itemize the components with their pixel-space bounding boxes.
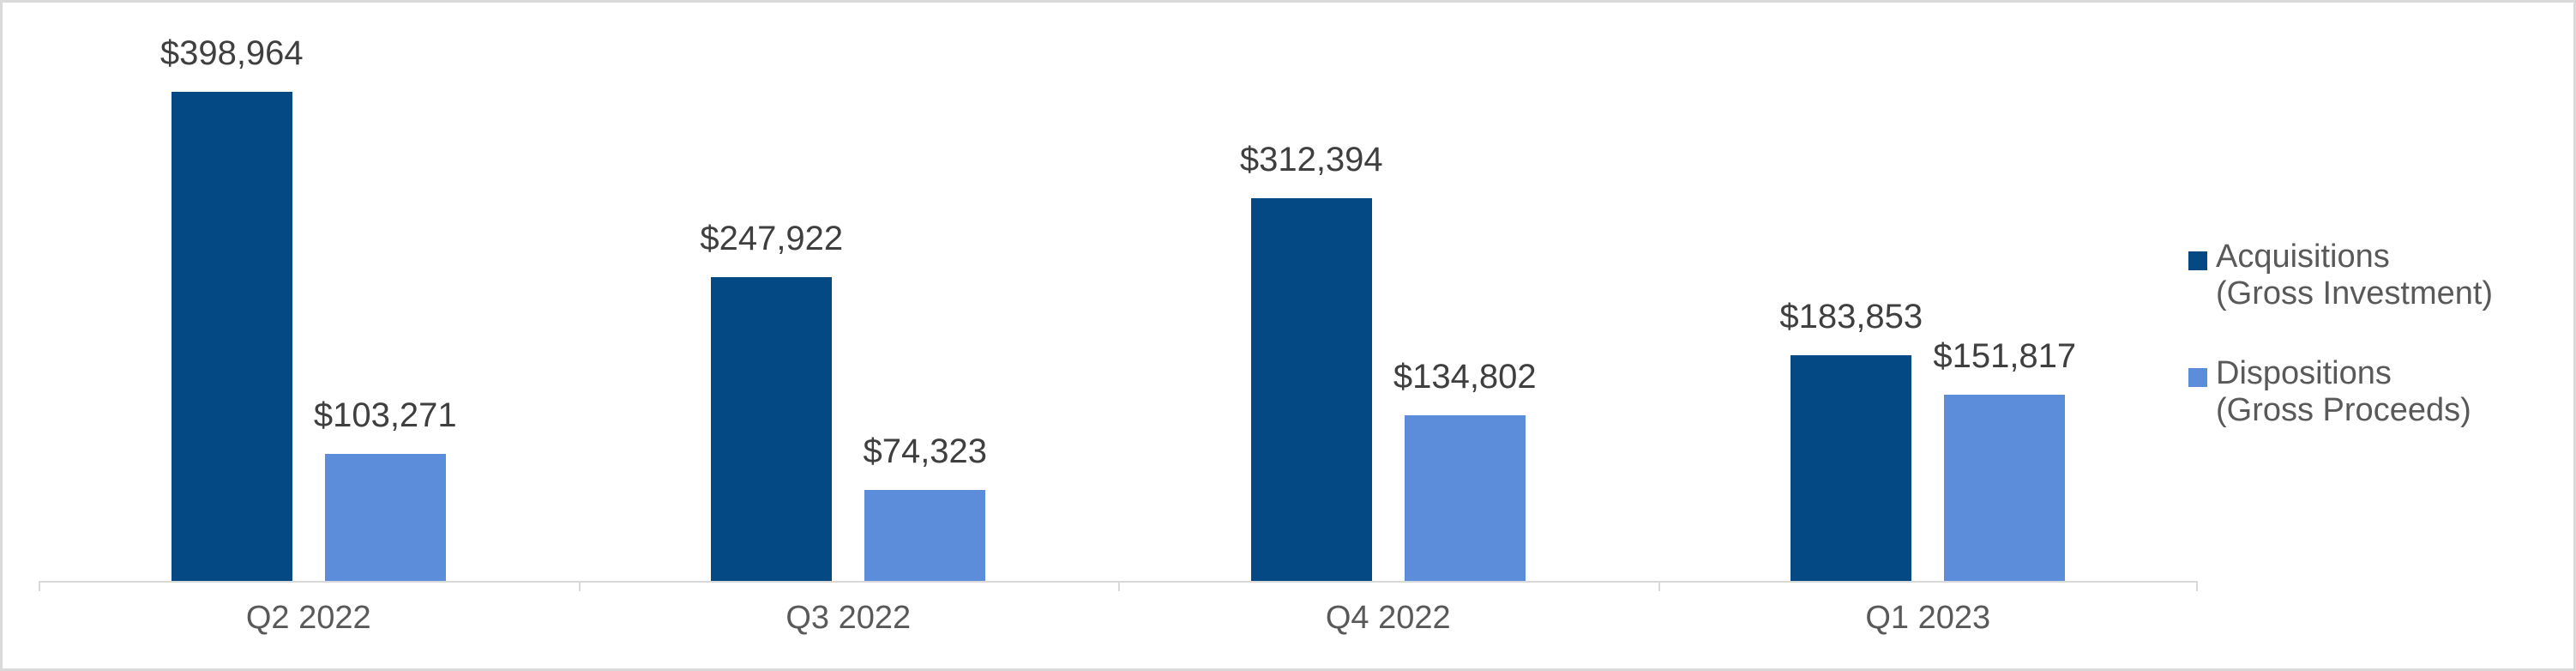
category-group-q1-2023: $183,853 $151,817 [1658,3,2199,581]
legend-label-line1: Acquisitions [2216,239,2390,275]
x-axis-label-q4-2022: Q4 2022 [1325,600,1451,636]
data-label-dispositions-q4-2022: $134,802 [1393,358,1537,396]
legend-label-line1: Dispositions [2216,354,2392,391]
legend-swatch-acquisitions-icon [2188,251,2207,270]
data-label-dispositions-q3-2022: $74,323 [863,432,988,470]
data-label-dispositions-q1-2023: $151,817 [1933,337,2077,375]
x-axis-tick [1118,581,1120,591]
x-axis-label-q3-2022: Q3 2022 [785,600,912,636]
x-axis-tick [1658,581,1660,591]
data-label-acquisitions-q2-2022: $398,964 [159,34,304,72]
bar-acquisitions-q3-2022: $247,922 [700,220,843,581]
data-label-acquisitions-q1-2023: $183,853 [1779,298,1923,336]
category-group-q4-2022: $312,394 $134,802 [1118,3,1658,581]
bar-acquisitions-q4-2022: $312,394 [1240,141,1383,581]
bar-dispositions-q2-2022: $103,271 [314,396,457,581]
legend-label-line2: (Gross Proceeds) [2216,391,2471,428]
legend: Acquisitions (Gross Investment) Disposit… [2188,239,2493,429]
legend-swatch-dispositions-icon [2188,367,2207,387]
x-axis-label-q2-2022: Q2 2022 [245,600,371,636]
bar-acquisitions-q2-2022: $398,964 [160,34,304,581]
legend-label-dispositions: Dispositions (Gross Proceeds) [2216,355,2471,430]
data-label-dispositions-q2-2022: $103,271 [313,396,457,434]
data-label-acquisitions-q3-2022: $247,922 [700,220,844,257]
x-axis-labels: Q2 2022 Q3 2022 Q4 2022 Q1 2023 [39,600,2198,637]
bar-acquisitions-q1-2023: $183,853 [1779,298,1923,581]
legend-item-dispositions: Dispositions (Gross Proceeds) [2188,355,2493,430]
legend-item-acquisitions: Acquisitions (Gross Investment) [2188,239,2493,313]
bar-dispositions-q4-2022: $134,802 [1393,358,1537,581]
bar-dispositions-q3-2022: $74,323 [863,432,987,581]
plot-area: $398,964 $103,271 $247,922 $74,323 $312,… [39,3,2198,581]
bar-dispositions-q1-2023: $151,817 [1933,337,2076,581]
x-axis-tick [578,581,581,591]
x-axis-tick [2196,581,2198,591]
x-axis-label-q1-2023: Q1 2023 [1865,600,1991,636]
category-group-q3-2022: $247,922 $74,323 [579,3,1119,581]
data-label-acquisitions-q4-2022: $312,394 [1239,141,1383,178]
x-axis-line [39,581,2198,591]
category-group-q2-2022: $398,964 $103,271 [39,3,579,581]
x-axis-tick [39,581,40,591]
legend-label-line2: (Gross Investment) [2216,275,2494,312]
legend-label-acquisitions: Acquisitions (Gross Investment) [2216,239,2493,313]
